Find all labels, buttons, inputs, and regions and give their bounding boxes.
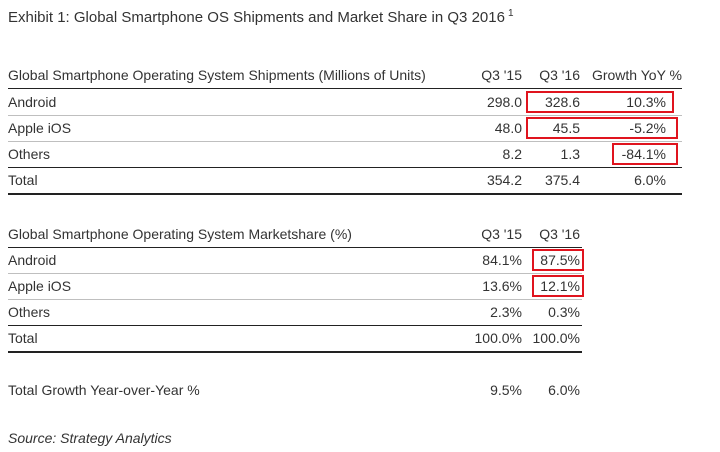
marketshare-header-label: Global Smartphone Operating System Marke…	[8, 226, 352, 242]
shipments-header-label: Global Smartphone Operating System Shipm…	[8, 67, 426, 83]
marketshare-row-android-q315: 84.1%	[482, 252, 522, 268]
marketshare-total-q316: 100.0%	[532, 330, 580, 346]
shipments-row-ios-q316: 45.5	[552, 120, 580, 136]
shipments-row-others-label: Others	[8, 146, 51, 162]
marketshare-row-others-label: Others	[8, 304, 51, 320]
shipments-total-label: Total	[8, 172, 38, 188]
shipments-row-android-q315: 298.0	[486, 94, 522, 110]
marketshare-row-ios-q315: 13.6%	[482, 278, 522, 294]
shipments-row-ios-label: Apple iOS	[8, 120, 72, 136]
shipments-total-q315: 354.2	[486, 172, 522, 188]
shipments-row-others-q316: 1.3	[560, 146, 580, 162]
shipments-total-rule	[8, 167, 682, 168]
shipments-total-q316: 375.4	[544, 172, 580, 188]
highlight-box-ios-share	[532, 275, 584, 297]
shipments-row-ios-growth: -5.2%	[629, 120, 666, 136]
row-divider	[8, 141, 682, 142]
footnote-marker: 1	[507, 8, 514, 19]
growth-row-label: Total Growth Year-over-Year %	[8, 382, 200, 398]
marketshare-row-android-q316: 87.5%	[540, 252, 580, 268]
shipments-row-others-q315: 8.2	[502, 146, 522, 162]
shipments-header-q316: Q3 '16	[539, 67, 580, 83]
shipments-row-others-growth: -84.1%	[621, 146, 666, 162]
marketshare-total-rule	[8, 325, 582, 326]
shipments-row-ios-q315: 48.0	[494, 120, 522, 136]
growth-row-q315: 9.5%	[490, 382, 522, 398]
marketshare-header-q315: Q3 '15	[481, 226, 522, 242]
row-divider	[8, 299, 582, 300]
shipments-row-android-growth: 10.3%	[626, 94, 666, 110]
marketshare-row-ios-q316: 12.1%	[540, 278, 580, 294]
shipments-header-rule	[8, 88, 682, 89]
marketshare-header-q316: Q3 '16	[539, 226, 580, 242]
shipments-row-android-label: Android	[8, 94, 57, 110]
growth-row-q316: 6.0%	[548, 382, 580, 398]
highlight-box-others-growth	[612, 143, 678, 165]
marketshare-row-others-q315: 2.3%	[490, 304, 522, 320]
marketshare-total-q315: 100.0%	[474, 330, 522, 346]
highlight-box-android-shipments	[526, 91, 674, 113]
shipments-header-q315: Q3 '15	[481, 67, 522, 83]
row-divider	[8, 115, 682, 116]
marketshare-row-others-q316: 0.3%	[548, 304, 580, 320]
shipments-header-growth: Growth YoY %	[591, 67, 682, 83]
highlight-box-android-share	[532, 249, 584, 271]
source-note: Source: Strategy Analytics	[8, 430, 172, 446]
marketshare-bottom-rule	[8, 351, 582, 353]
highlight-box-ios-shipments	[526, 117, 678, 139]
marketshare-row-android-label: Android	[8, 252, 57, 268]
shipments-row-android-q316: 328.6	[544, 94, 580, 110]
shipments-bottom-rule	[8, 193, 682, 195]
exhibit-title: Exhibit 1: Global Smartphone OS Shipment…	[8, 8, 514, 26]
shipments-total-growth: 6.0%	[634, 172, 666, 188]
row-divider	[8, 273, 582, 274]
marketshare-total-label: Total	[8, 330, 38, 346]
marketshare-row-ios-label: Apple iOS	[8, 278, 72, 294]
marketshare-header-rule	[8, 247, 582, 248]
